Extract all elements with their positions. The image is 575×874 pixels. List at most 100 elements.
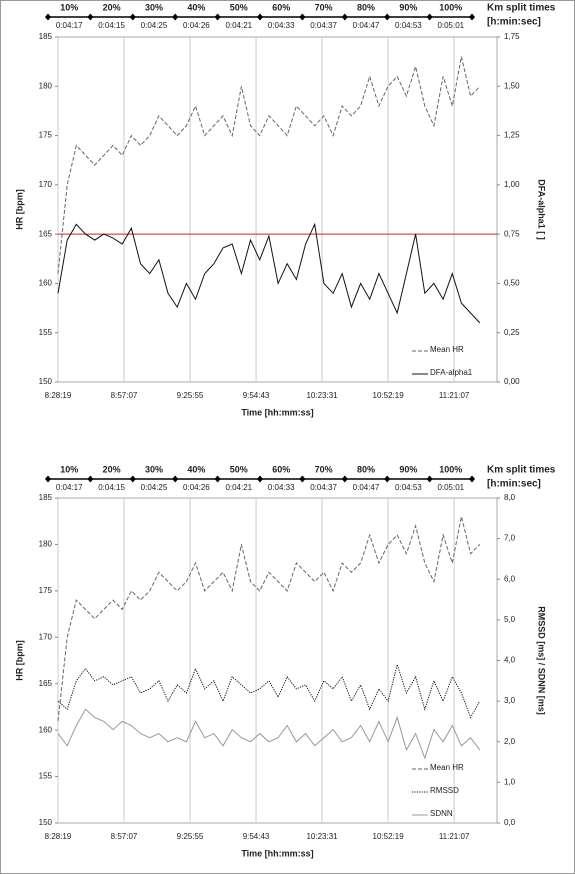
y2-tick-label: 4,0 (504, 656, 516, 665)
split-time: 0:04:15 (98, 21, 125, 30)
y-tick-label: 155 (39, 772, 53, 781)
split-time: 0:04:47 (353, 483, 380, 492)
y-tick-label: 165 (39, 229, 53, 238)
series-line (57, 708, 481, 760)
x-tick-label: 10:23:31 (306, 391, 338, 400)
series-line (57, 56, 481, 274)
split-marker (426, 13, 433, 21)
split-label: 30% (145, 464, 163, 474)
split-marker (469, 475, 475, 483)
split-time: 0:04:37 (310, 483, 337, 492)
split-time: 0:04:26 (183, 483, 210, 492)
y2-tick-label: 1,50 (504, 81, 520, 90)
y-tick-label: 180 (39, 81, 53, 90)
y2-tick-label: 3,0 (504, 696, 516, 705)
split-label: 100% (439, 2, 462, 12)
x-tick-label: 8:28:19 (45, 832, 72, 841)
split-marker (384, 13, 391, 21)
split-time: 0:04:37 (310, 21, 337, 30)
split-marker (172, 475, 179, 483)
x-tick-label: 10:23:31 (306, 832, 338, 841)
y2-tick-label: 0,0 (504, 818, 516, 827)
y-axis-title: HR [bpm] (14, 640, 24, 681)
split-time: 0:04:53 (395, 483, 422, 492)
legend-label: RMSSD (430, 786, 459, 795)
y2-axis-title: DFA-alpha1 [ ] (537, 179, 547, 240)
y-tick-label: 175 (39, 586, 53, 595)
split-marker (299, 13, 306, 21)
y2-tick-label: 8,0 (504, 493, 516, 502)
split-label: 10% (60, 2, 78, 12)
split-label: 20% (103, 2, 121, 12)
split-label: 20% (103, 464, 121, 474)
split-marker (87, 475, 94, 483)
x-axis-title: Time [hh:mm:ss] (241, 407, 313, 417)
split-label: 100% (439, 464, 462, 474)
split-time: 0:05:01 (437, 21, 464, 30)
y2-tick-label: 0,75 (504, 229, 520, 238)
split-label: 10% (60, 464, 78, 474)
split-marker (214, 475, 221, 483)
legend-label: Mean HR (430, 345, 464, 354)
split-marker (87, 13, 94, 21)
split-subtitle: [h:min:sec] (487, 479, 541, 490)
legend-label: DFA-alpha1 (430, 368, 473, 377)
y-tick-label: 185 (39, 32, 53, 41)
x-tick-label: 8:28:19 (45, 391, 72, 400)
split-time: 0:04:25 (141, 483, 168, 492)
y2-tick-label: 1,75 (504, 32, 520, 41)
split-label: 50% (230, 464, 248, 474)
split-label: 80% (357, 464, 375, 474)
split-marker (341, 475, 348, 483)
split-time: 0:04:21 (225, 21, 252, 30)
x-tick-label: 10:52:19 (373, 832, 405, 841)
split-time: 0:04:17 (56, 483, 83, 492)
y2-tick-label: 0,25 (504, 328, 520, 337)
split-label: 60% (272, 464, 290, 474)
y-tick-label: 185 (39, 493, 53, 502)
y-tick-label: 160 (39, 725, 53, 734)
x-tick-label: 10:52:19 (373, 391, 405, 400)
y2-tick-label: 2,0 (504, 737, 516, 746)
x-tick-label: 8:57:07 (111, 391, 138, 400)
x-tick-label: 8:57:07 (111, 832, 138, 841)
split-marker (341, 13, 348, 21)
split-label: 70% (315, 2, 333, 12)
y-axis-title: HR [bpm] (14, 189, 24, 230)
x-tick-label: 9:54:43 (243, 832, 270, 841)
split-marker (45, 13, 51, 21)
y2-tick-label: 5,0 (504, 615, 516, 624)
split-marker (172, 13, 179, 21)
x-tick-label: 9:25:55 (177, 391, 204, 400)
split-time: 0:04:33 (268, 483, 295, 492)
series-line (57, 516, 481, 721)
split-marker (299, 475, 306, 483)
y-tick-label: 170 (39, 180, 53, 189)
split-label: 30% (145, 2, 163, 12)
split-title: Km split times (487, 465, 556, 476)
y-tick-label: 160 (39, 279, 53, 288)
x-tick-label: 11:21:07 (439, 832, 470, 841)
split-label: 90% (399, 2, 417, 12)
split-label: 40% (187, 464, 205, 474)
x-axis-title: Time [hh:mm:ss] (241, 848, 313, 858)
split-marker (384, 475, 391, 483)
y2-tick-label: 1,0 (504, 777, 516, 786)
split-label: 50% (230, 2, 248, 12)
x-tick-label: 11:21:07 (439, 391, 470, 400)
split-time: 0:04:26 (183, 21, 210, 30)
y-tick-label: 150 (39, 377, 53, 386)
split-label: 90% (399, 464, 417, 474)
y2-tick-label: 6,0 (504, 574, 516, 583)
split-marker (469, 13, 475, 21)
split-label: 80% (357, 2, 375, 12)
y2-tick-label: 1,25 (504, 131, 520, 140)
y-tick-label: 170 (39, 632, 53, 641)
y-tick-label: 150 (39, 818, 53, 827)
split-title: Km split times (487, 3, 556, 14)
split-marker (257, 13, 263, 21)
split-subtitle: [h:min:sec] (487, 17, 541, 28)
split-time: 0:04:47 (353, 21, 380, 30)
